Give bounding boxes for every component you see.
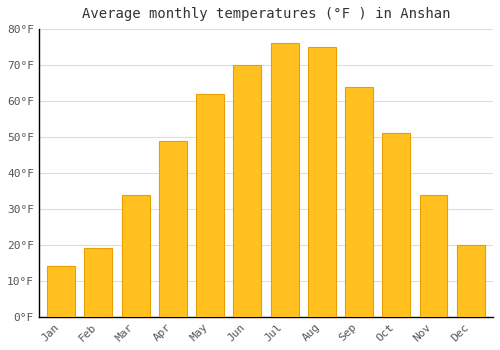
Bar (47, 266, 75, 317)
Bar (308, 47, 336, 317)
Bar (84, 248, 112, 317)
Bar (234, 65, 262, 317)
Bar (457, 245, 484, 317)
Title: Average monthly temperatures (°F ) in Anshan: Average monthly temperatures (°F ) in An… (82, 7, 450, 21)
Bar (122, 195, 150, 317)
Bar (382, 133, 410, 317)
Bar (345, 86, 373, 317)
Bar (196, 94, 224, 317)
Bar (270, 43, 298, 317)
Bar (420, 195, 448, 317)
Bar (159, 141, 187, 317)
